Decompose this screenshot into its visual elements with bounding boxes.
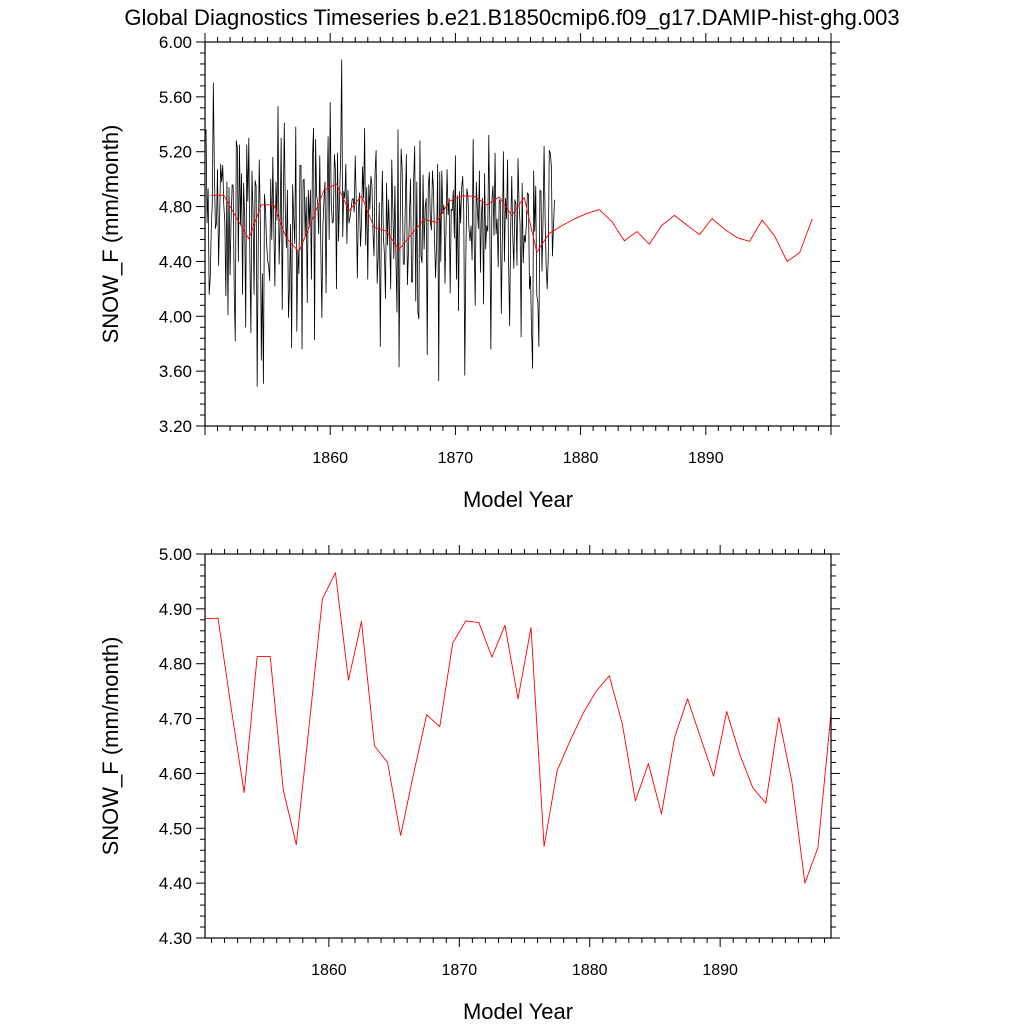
series-line-annual — [211, 183, 813, 262]
y-tick-label: 4.70 — [159, 710, 192, 729]
y-tick-label: 4.30 — [159, 929, 192, 948]
y-tick-label: 5.60 — [159, 88, 192, 107]
y-tick-label: 4.60 — [159, 764, 192, 783]
y-tick-label: 3.20 — [159, 417, 192, 436]
x-tick-label: 1890 — [688, 450, 724, 467]
x-tick-label: 1870 — [438, 450, 474, 467]
x-axis-label: Model Year — [463, 999, 573, 1024]
series-line-monthly — [204, 59, 555, 387]
x-tick-label: 1880 — [563, 450, 599, 467]
chart-panel-top: 3.20 3.60 4.00 4.40 4.80 5.20 5.60 6.00 1860 1870… — [98, 33, 840, 512]
y-tick-label: 4.40 — [159, 874, 192, 893]
y-axis-label: SNOW_F (mm/month) — [98, 637, 123, 856]
y-tick-label: 4.90 — [159, 600, 192, 619]
y-tick-label: 5.00 — [159, 545, 192, 564]
y-tick-label: 4.50 — [159, 819, 192, 838]
series-line-annual — [204, 572, 832, 884]
y-tick-label: 4.40 — [159, 252, 192, 271]
x-tick-label: 1860 — [311, 962, 347, 979]
y-tick-label: 5.20 — [159, 143, 192, 162]
x-tick-label: 1860 — [312, 450, 348, 467]
y-tick-label: 6.00 — [159, 33, 192, 52]
figure-title: Global Diagnostics Timeseries b.e21.B185… — [124, 5, 899, 30]
plot-frame — [204, 553, 832, 939]
y-tick-label: 3.60 — [159, 362, 192, 381]
x-axis-label: Model Year — [463, 487, 573, 512]
y-axis-label: SNOW_F (mm/month) — [98, 125, 123, 344]
y-tick-label: 4.80 — [159, 198, 192, 217]
x-tick-label: 1870 — [442, 962, 478, 979]
y-tick-label: 4.00 — [159, 307, 192, 326]
x-tick-label: 1880 — [572, 962, 608, 979]
y-tick-label: 4.80 — [159, 655, 192, 674]
chart-panel-bottom: 4.30 4.40 4.50 4.60 4.70 4.80 4.90 5.00 1860 1870… — [98, 545, 840, 1024]
x-tick-label: 1890 — [702, 962, 738, 979]
